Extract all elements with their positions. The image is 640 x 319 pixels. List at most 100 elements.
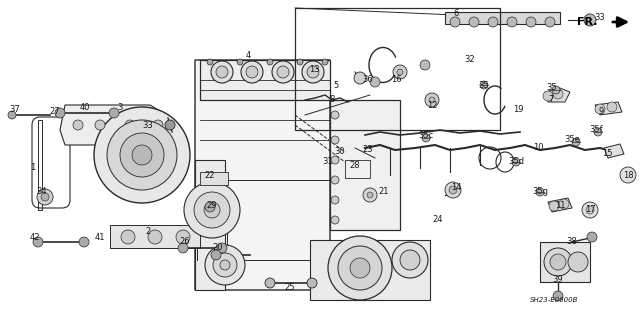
Polygon shape xyxy=(445,12,560,24)
Circle shape xyxy=(331,136,339,144)
Text: 1: 1 xyxy=(30,164,36,173)
Text: 41: 41 xyxy=(95,234,105,242)
Circle shape xyxy=(397,69,403,75)
Circle shape xyxy=(582,202,598,218)
Text: 34: 34 xyxy=(36,188,47,197)
Circle shape xyxy=(165,120,175,130)
Circle shape xyxy=(41,193,49,201)
Circle shape xyxy=(33,237,43,247)
Text: 4: 4 xyxy=(245,50,251,60)
Text: 38: 38 xyxy=(566,238,577,247)
Text: 35: 35 xyxy=(479,80,490,90)
Text: 9: 9 xyxy=(598,108,604,116)
Text: 36: 36 xyxy=(363,76,373,85)
Circle shape xyxy=(205,245,245,285)
Circle shape xyxy=(568,252,588,272)
Circle shape xyxy=(367,192,373,198)
Circle shape xyxy=(544,248,572,276)
Text: 33: 33 xyxy=(143,121,154,130)
Circle shape xyxy=(354,72,366,84)
Circle shape xyxy=(267,59,273,65)
Circle shape xyxy=(217,243,227,253)
Circle shape xyxy=(79,237,89,247)
Text: 6: 6 xyxy=(453,9,459,18)
Circle shape xyxy=(216,66,228,78)
Circle shape xyxy=(307,278,317,288)
Text: 29: 29 xyxy=(207,201,217,210)
Text: 23: 23 xyxy=(363,145,373,154)
Circle shape xyxy=(109,108,119,118)
Circle shape xyxy=(8,111,16,119)
Circle shape xyxy=(107,120,177,190)
Circle shape xyxy=(425,93,439,107)
Text: 14: 14 xyxy=(451,183,461,192)
Circle shape xyxy=(449,186,457,194)
Polygon shape xyxy=(548,198,572,212)
Circle shape xyxy=(543,91,553,101)
Text: 16: 16 xyxy=(390,75,401,84)
Circle shape xyxy=(545,17,555,27)
Circle shape xyxy=(559,199,569,209)
Circle shape xyxy=(607,102,617,112)
Text: 40: 40 xyxy=(80,103,90,113)
Text: 8: 8 xyxy=(330,94,335,103)
Circle shape xyxy=(95,120,105,130)
Text: 39: 39 xyxy=(553,276,563,285)
Circle shape xyxy=(265,278,275,288)
Text: 10: 10 xyxy=(532,144,543,152)
Circle shape xyxy=(73,120,83,130)
Text: 32: 32 xyxy=(465,56,476,64)
Text: 42: 42 xyxy=(29,234,40,242)
Circle shape xyxy=(370,77,380,87)
Text: 15: 15 xyxy=(602,149,612,158)
Circle shape xyxy=(450,17,460,27)
Text: 22: 22 xyxy=(205,170,215,180)
Polygon shape xyxy=(110,225,200,248)
Polygon shape xyxy=(60,105,175,145)
Text: 11: 11 xyxy=(555,201,565,210)
Circle shape xyxy=(331,111,339,119)
Circle shape xyxy=(331,196,339,204)
Text: 31: 31 xyxy=(323,158,333,167)
Circle shape xyxy=(445,182,461,198)
Circle shape xyxy=(595,104,605,114)
Circle shape xyxy=(572,138,580,146)
Polygon shape xyxy=(200,60,330,100)
Circle shape xyxy=(220,260,230,270)
Circle shape xyxy=(148,230,162,244)
Polygon shape xyxy=(604,144,624,158)
Text: 7: 7 xyxy=(548,95,554,105)
Polygon shape xyxy=(195,160,225,290)
Circle shape xyxy=(237,59,243,65)
Text: 25: 25 xyxy=(285,284,295,293)
Circle shape xyxy=(277,66,289,78)
Circle shape xyxy=(400,250,420,270)
Circle shape xyxy=(480,81,488,89)
Polygon shape xyxy=(595,102,622,115)
Circle shape xyxy=(393,65,407,79)
Circle shape xyxy=(549,201,559,211)
Circle shape xyxy=(338,246,382,290)
Bar xyxy=(295,8,500,130)
Circle shape xyxy=(178,243,188,253)
Text: 18: 18 xyxy=(623,170,634,180)
Text: 35c: 35c xyxy=(419,130,434,139)
Circle shape xyxy=(184,182,240,238)
Text: 35d: 35d xyxy=(508,158,524,167)
Circle shape xyxy=(302,61,324,83)
Circle shape xyxy=(297,59,303,65)
Circle shape xyxy=(422,134,430,142)
Text: 35: 35 xyxy=(547,84,557,93)
Circle shape xyxy=(553,291,563,301)
Circle shape xyxy=(584,14,596,26)
Circle shape xyxy=(176,230,190,244)
Text: 24: 24 xyxy=(433,216,444,225)
Text: 19: 19 xyxy=(513,106,524,115)
Circle shape xyxy=(350,258,370,278)
Text: 28: 28 xyxy=(349,160,360,169)
Circle shape xyxy=(331,216,339,224)
Text: 35g: 35g xyxy=(532,188,548,197)
Text: 30: 30 xyxy=(335,147,346,157)
Circle shape xyxy=(552,86,560,94)
Text: 35e: 35e xyxy=(564,136,580,145)
